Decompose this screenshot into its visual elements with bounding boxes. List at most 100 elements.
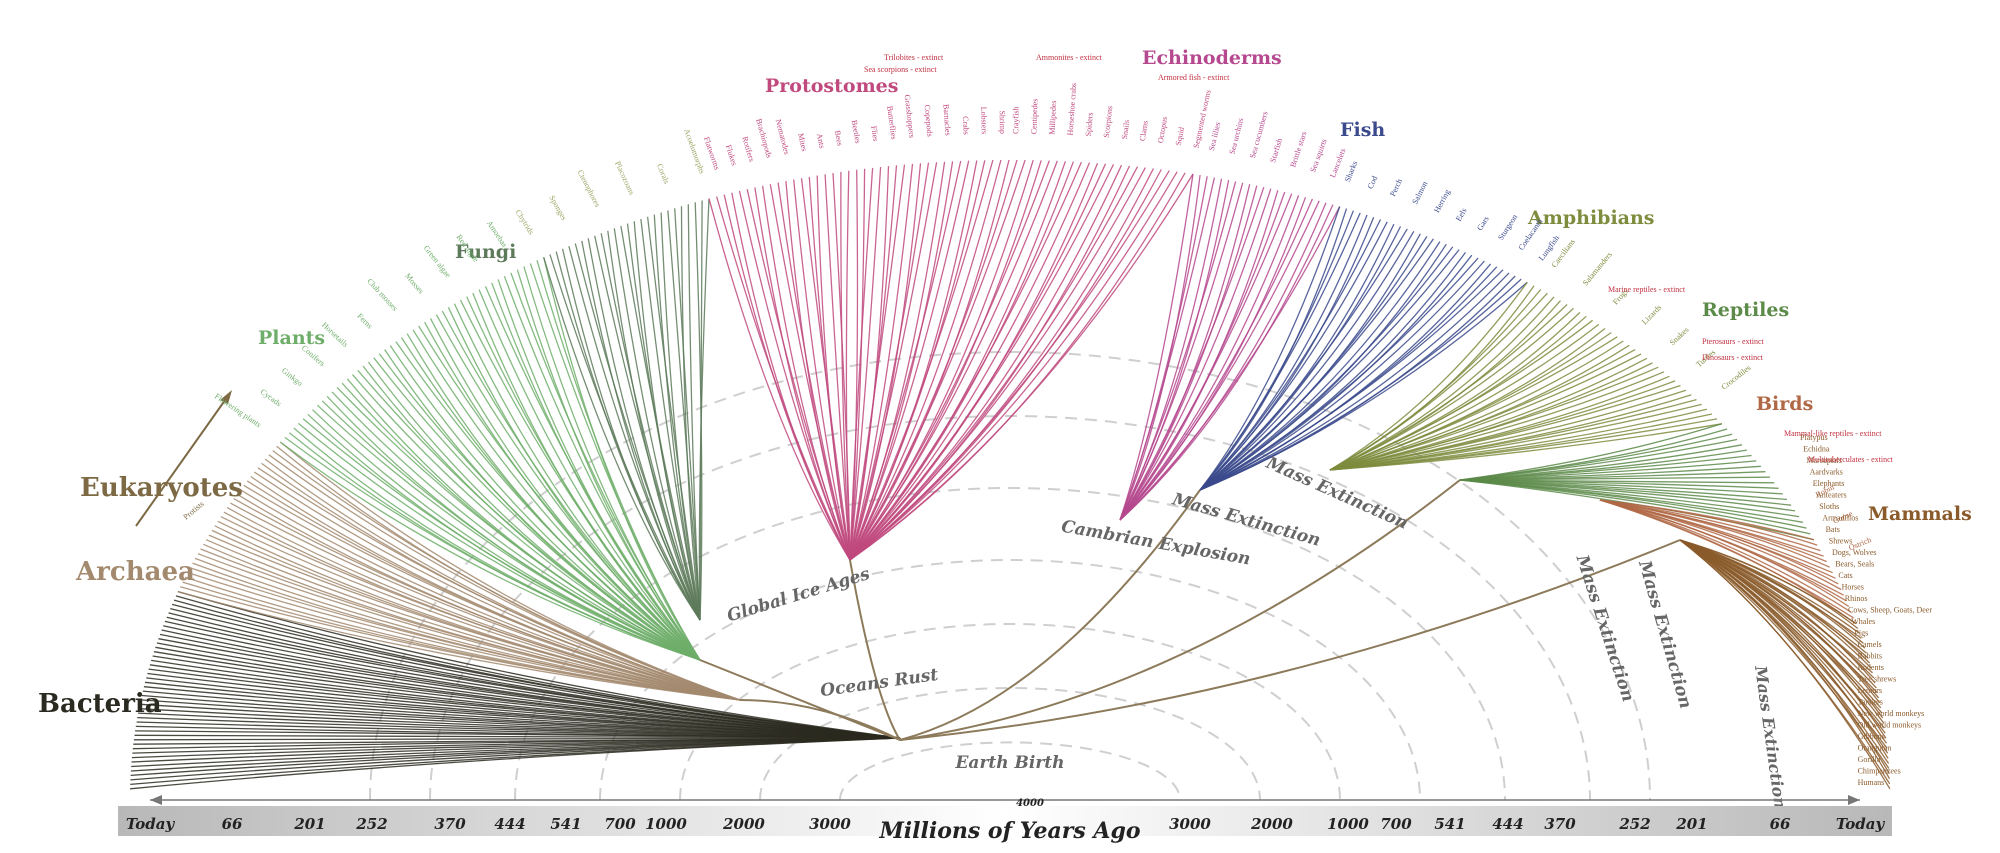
branch-fan <box>1329 281 1723 471</box>
branch-line <box>1329 423 1723 471</box>
branch-line <box>607 230 701 621</box>
axis-tick-label: 66 <box>222 815 243 833</box>
axis-tick-label: 3000 <box>1169 815 1211 833</box>
branch-line <box>845 170 851 561</box>
leaf-label-echinoderm: Starfish <box>1268 137 1284 163</box>
branch-line <box>1679 539 1891 790</box>
leaf-label-plant: Flowering plants <box>213 392 263 430</box>
group-label-birds: Birds <box>1756 393 1813 415</box>
branch-line <box>177 590 901 739</box>
leaf-label-mammal: Armadillos <box>1822 514 1858 523</box>
branch-line <box>161 629 901 739</box>
leaf-label-plant: Cycads <box>259 387 283 408</box>
branch-line <box>1329 336 1618 471</box>
branch-line <box>1679 539 1876 684</box>
branch-line <box>536 260 701 661</box>
branch-fan <box>280 257 701 661</box>
branch-line <box>346 378 701 661</box>
branch-line <box>1679 539 1889 759</box>
branch-line <box>849 171 1178 561</box>
leaf-label-protostome: Flies <box>869 125 880 142</box>
branch-line <box>1599 499 1847 602</box>
leaf-label-protostome: Centipedes <box>1029 99 1039 135</box>
branch-line <box>1199 221 1388 491</box>
branch-line <box>849 160 962 561</box>
era-ring <box>679 623 1341 801</box>
leaf-label-protostome: Copepods <box>923 104 935 137</box>
branch-line <box>447 307 701 661</box>
branch-line <box>236 493 741 701</box>
leaf-label-amphibian: Crocodiles <box>1720 363 1753 391</box>
axis-tick-label: 370 <box>434 815 466 833</box>
branch-line <box>378 353 701 661</box>
branch-line <box>1119 188 1272 521</box>
branch-line <box>1329 340 1624 471</box>
axis-arrow-left <box>150 795 162 805</box>
leaf-label-mammal: Rhinos <box>1845 594 1868 603</box>
branch-line <box>1329 307 1574 471</box>
branch-line <box>731 192 851 561</box>
branch-line <box>793 179 851 561</box>
leaf-label-echinoderm: Sea squirts <box>1308 138 1328 174</box>
branch-line <box>1679 539 1881 704</box>
branch-line <box>1119 177 1216 521</box>
branch-line <box>1119 200 1320 521</box>
group-label-fungi: Fungi <box>455 241 516 263</box>
branch-line <box>715 196 851 561</box>
branch-line <box>708 198 851 561</box>
branch-line <box>1459 438 1738 481</box>
trunk-line <box>699 659 901 741</box>
branch-line <box>849 166 1139 561</box>
branch-line <box>849 160 1058 561</box>
branch-line <box>194 557 741 701</box>
era-label-mass-extinction-5: Mass Extinction <box>1751 664 1790 810</box>
branch-line <box>581 240 701 621</box>
branch-line <box>205 539 741 701</box>
branch-line <box>1679 539 1891 780</box>
branch-line <box>832 173 851 561</box>
axis-tick-label: 201 <box>1675 815 1707 833</box>
branch-line <box>646 216 701 621</box>
branch-line <box>849 167 1146 561</box>
leaf-label-fish: Eels <box>1454 206 1469 222</box>
branch-line <box>849 159 1010 561</box>
axis-arrow-right <box>1848 795 1860 805</box>
branch-line <box>738 190 851 561</box>
branch-line <box>1679 539 1887 739</box>
leaf-label-protostome: Grasshoppers <box>903 94 917 138</box>
leaf-label-fish: Salmon <box>1410 180 1429 206</box>
leaf-label-plant: Green algae <box>422 244 453 280</box>
leaf-label-mammal: Tree shrews <box>1858 675 1897 684</box>
extinct-note: Marine reptiles - extinct <box>1608 285 1686 294</box>
branch-line <box>849 163 922 561</box>
branch-line <box>429 318 701 661</box>
branch-fan <box>1459 423 1815 541</box>
leaf-label-echinoderm: Sea lilies <box>1207 121 1222 151</box>
branch-line <box>1119 185 1258 521</box>
branch-line <box>561 248 701 621</box>
time-axis-bar <box>118 806 1892 836</box>
leaf-label-mammal: Marsupials <box>1806 456 1842 465</box>
branch-line <box>177 590 741 701</box>
trunk-line <box>899 489 1201 741</box>
branch-line <box>1329 281 1528 471</box>
branch-line <box>312 409 701 661</box>
leaf-label-protostome: Scorpions <box>1102 105 1114 138</box>
branch-line <box>849 173 1194 561</box>
trunk-line <box>899 479 1461 741</box>
branch-line <box>849 159 994 561</box>
branch-line <box>1599 499 1857 625</box>
branch-line <box>1199 219 1382 491</box>
axis-tick-label: Today <box>1836 815 1886 833</box>
branch-line <box>849 160 1050 561</box>
branch-line <box>1679 539 1859 630</box>
axis-tick-label: 3000 <box>809 815 851 833</box>
branch-line <box>239 489 741 701</box>
branch-line <box>472 292 701 661</box>
leaf-label-mammal: Cats <box>1838 571 1852 580</box>
branch-line <box>1119 182 1244 521</box>
branch-line <box>516 269 701 661</box>
leaf-label-mammal: Bears, Seals <box>1835 560 1874 569</box>
